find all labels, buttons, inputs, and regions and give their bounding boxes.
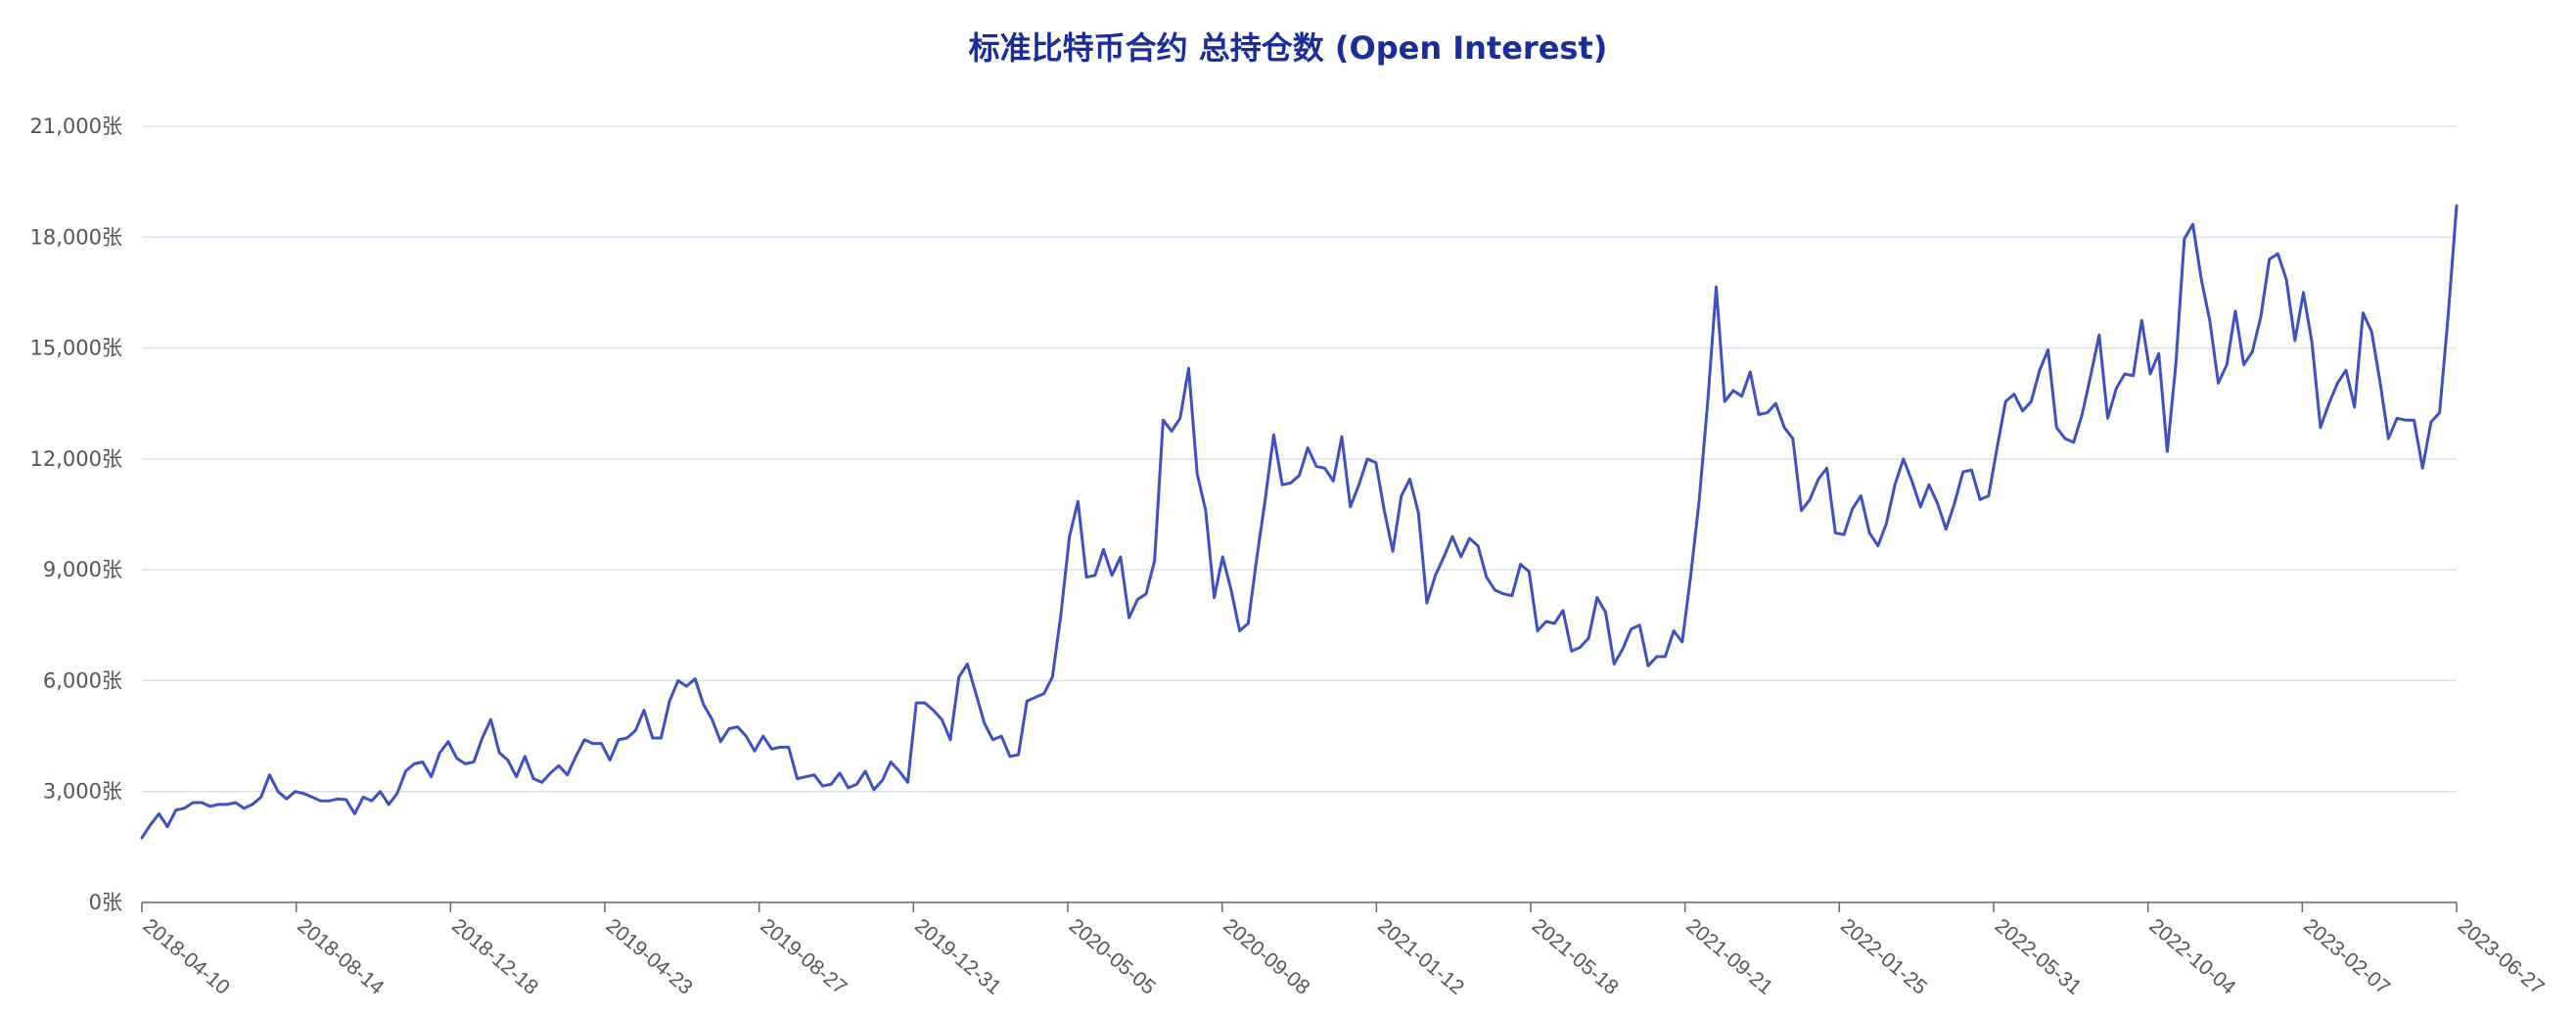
- axes: [141, 901, 2458, 912]
- x-tick-label: 2021-05-18: [1528, 914, 1623, 999]
- y-axis-tick-labels: 0张 3,000张 6,000张 9,000张 12,000张 15,000张 18,000…: [30, 115, 122, 914]
- x-tick-label: 2021-09-21: [1681, 914, 1776, 999]
- y-tick-label: 0张: [89, 891, 122, 914]
- x-axis-tick-labels: 2018-04-10 2018-08-14 2018-12-18 2019-04-23…: [139, 914, 2549, 999]
- x-tick-label: 2022-10-04: [2144, 914, 2239, 999]
- y-tick-label: 12,000张: [30, 447, 122, 471]
- y-tick-label: 3,000张: [43, 780, 122, 804]
- y-tick-label: 18,000张: [30, 225, 122, 249]
- x-tick-label: 2022-05-31: [1991, 914, 2086, 999]
- y-tick-label: 9,000张: [43, 558, 122, 581]
- y-tick-label: 15,000张: [30, 337, 122, 360]
- x-tick-label: 2023-02-07: [2299, 914, 2394, 999]
- x-tick-label: 2018-12-18: [447, 914, 542, 999]
- x-tick-label: 2021-01-12: [1373, 914, 1468, 999]
- x-tick-label: 2019-04-23: [602, 914, 697, 999]
- x-tick-label: 2022-01-25: [1836, 914, 1931, 999]
- x-tick-label: 2018-08-14: [293, 914, 388, 999]
- series-line-0: [140, 204, 2459, 840]
- x-tick-label: 2019-12-31: [910, 914, 1005, 999]
- series-layer: [140, 204, 2459, 840]
- chart-title: 标准比特币合约 总持仓数 (Open Interest): [968, 29, 1608, 67]
- y-tick-label: 6,000张: [43, 669, 122, 692]
- x-tick-label: 2020-05-05: [1065, 914, 1160, 999]
- y-tick-label: 21,000张: [30, 115, 122, 138]
- x-tick-label: 2019-08-27: [756, 914, 851, 999]
- x-tick-label: 2018-04-10: [139, 914, 234, 999]
- x-tick-label: 2023-06-27: [2454, 914, 2549, 999]
- grid-lines: [142, 125, 2457, 793]
- x-tick-label: 2020-09-08: [1219, 914, 1313, 999]
